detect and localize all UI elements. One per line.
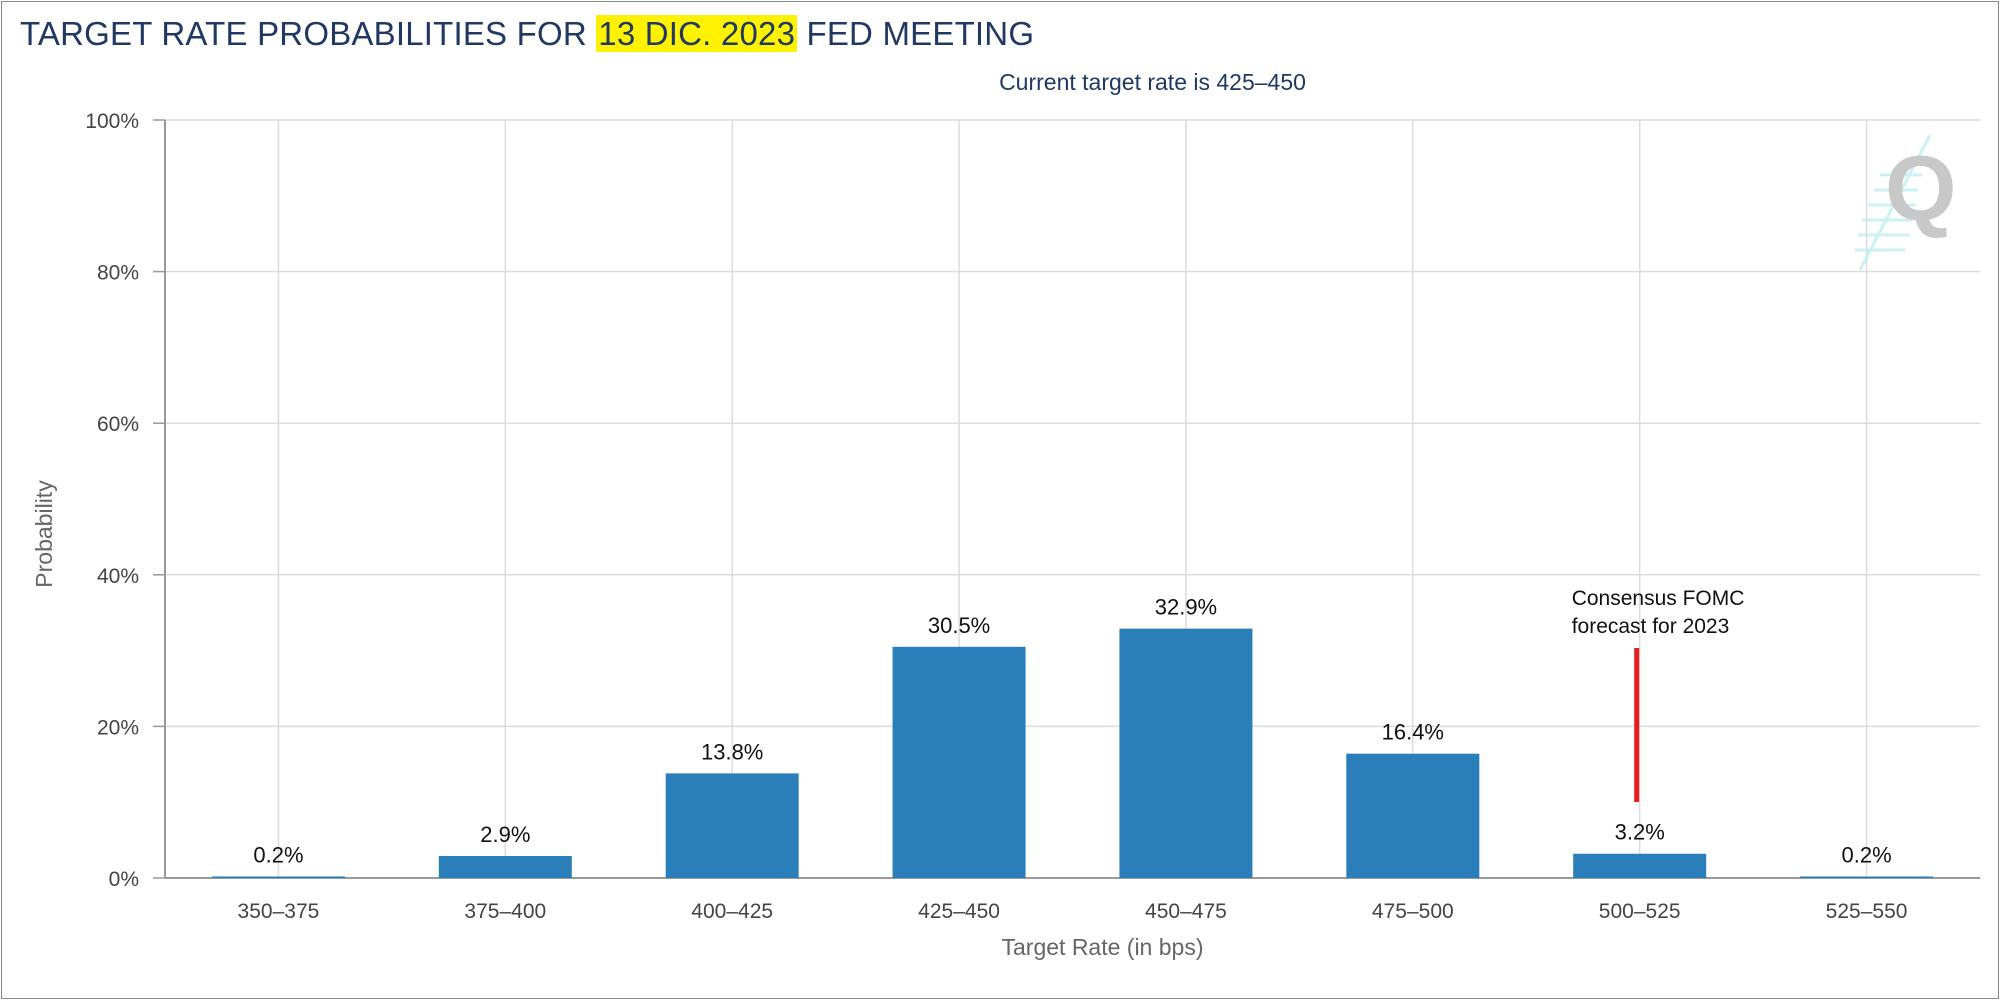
bar-value-label: 2.9% (480, 822, 530, 847)
title-prefix: TARGET RATE PROBABILITIES FOR (20, 15, 597, 52)
x-tick-label: 475–500 (1372, 900, 1454, 923)
bar-value-label: 0.2% (1841, 842, 1891, 867)
chart-subtitle: Current target rate is 425–450 (999, 69, 1306, 95)
bar (211, 876, 345, 878)
y-tick-label: 40% (97, 565, 139, 588)
bar-value-label: 13.8% (701, 739, 763, 764)
bar-value-label: 3.2% (1615, 820, 1665, 845)
bar (1800, 876, 1934, 878)
bar (438, 856, 572, 878)
chart-title: TARGET RATE PROBABILITIES FOR 13 DIC. 20… (20, 10, 1034, 58)
watermark-letter: Q (1885, 138, 1957, 240)
x-tick-label: 375–400 (464, 900, 546, 923)
bar (1346, 753, 1480, 878)
y-tick-label: 80% (97, 262, 139, 285)
title-suffix: FED MEETING (797, 15, 1035, 52)
x-tick-label: 350–375 (238, 900, 320, 923)
y-axis-title: Probability (31, 480, 57, 588)
annotation-text: forecast for 2023 (1572, 615, 1730, 638)
bar (1119, 628, 1253, 878)
x-tick-label: 450–475 (1145, 900, 1227, 923)
bar-value-label: 0.2% (253, 842, 303, 867)
y-tick-label: 20% (97, 716, 139, 739)
y-tick-label: 60% (97, 413, 139, 436)
x-tick-label: 425–450 (918, 900, 1000, 923)
bar-value-label: 16.4% (1382, 720, 1444, 745)
bar-value-label: 30.5% (928, 613, 990, 638)
title-date-highlight: 13 DIC. 2023 (596, 15, 798, 52)
x-tick-label: 400–425 (691, 900, 773, 923)
x-axis-title: Target Rate (in bps) (1002, 934, 1204, 960)
y-tick-label: 100% (85, 110, 139, 133)
bar (665, 773, 799, 878)
bar (892, 646, 1026, 878)
bar (1573, 853, 1707, 878)
q-logo-icon: Q (1855, 134, 1957, 271)
annotation-text: Consensus FOMC (1572, 587, 1745, 610)
x-tick-label: 525–550 (1826, 900, 1908, 923)
x-tick-label: 500–525 (1599, 900, 1681, 923)
bar-value-label: 32.9% (1155, 595, 1217, 620)
y-tick-label: 0% (109, 868, 139, 891)
